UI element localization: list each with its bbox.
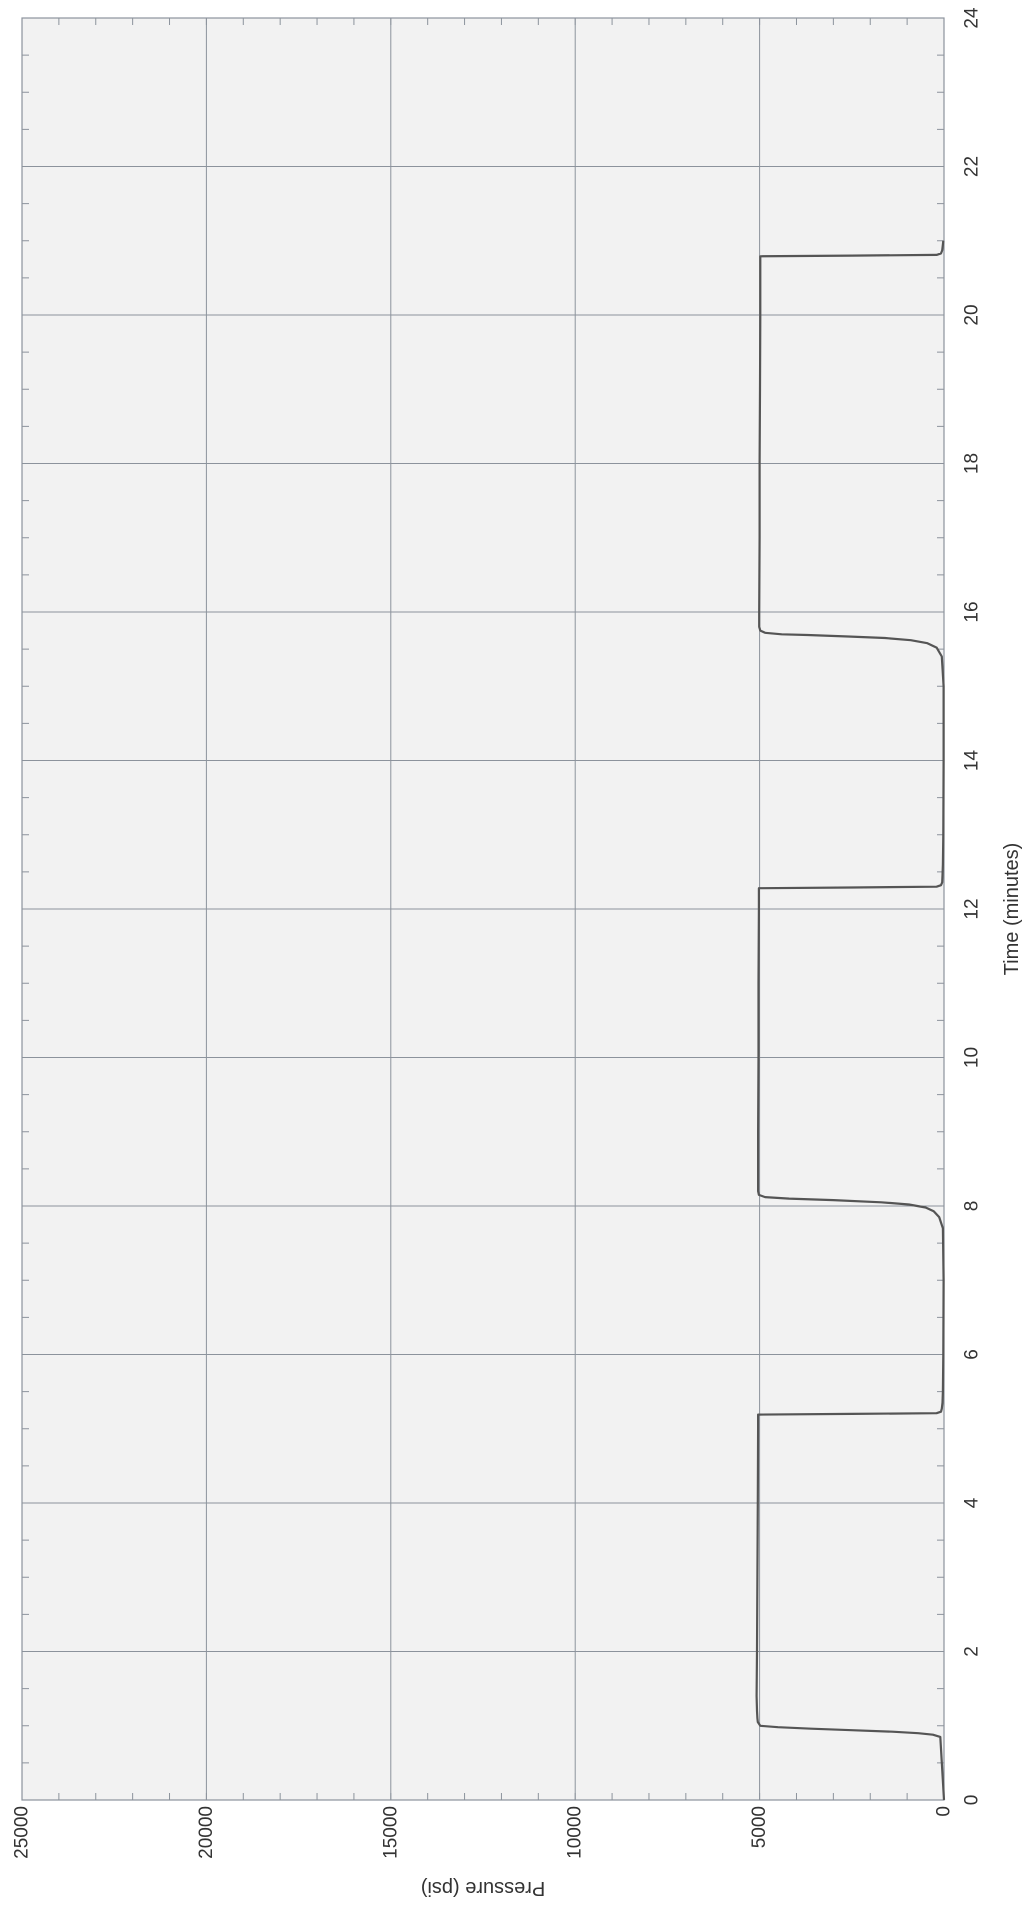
time-tick-label: 24 (962, 7, 983, 29)
pressure-tick-label: 15000 (380, 1806, 401, 1859)
pressure-tick-label: 5000 (749, 1806, 770, 1848)
pressure-tick-label: 25000 (12, 1806, 33, 1859)
time-tick-label: 20 (962, 304, 983, 325)
time-tick-label: 8 (962, 1201, 983, 1212)
time-tick-label: 18 (962, 453, 983, 474)
time-tick-label: 4 (962, 1497, 983, 1508)
pressure-tick-label: 0 (934, 1806, 955, 1817)
time-tick-label: 22 (962, 156, 983, 177)
time-tick-label: 10 (962, 1047, 983, 1068)
time-axis-label: Time (minutes) (1001, 843, 1023, 976)
time-tick-label: 14 (962, 750, 983, 772)
series-line-0 (755, 240, 946, 1801)
time-tick-label: 6 (962, 1349, 983, 1360)
pressure-axis-label: Pressure (psi) (421, 1877, 545, 1899)
time-tick-label: 12 (962, 898, 983, 919)
series-group (755, 240, 946, 1801)
plot-frame (21, 17, 945, 1801)
time-tick-label: 16 (962, 601, 983, 622)
pressure-axis-tick-labels: 0 5000 10000 15000 20000 25000 (12, 1806, 955, 1859)
time-tick-label: 2 (962, 1646, 983, 1657)
pressure-tick-label: 20000 (196, 1806, 217, 1859)
pressure-tick-label: 10000 (565, 1806, 586, 1859)
time-tick-label: 0 (962, 1795, 983, 1806)
